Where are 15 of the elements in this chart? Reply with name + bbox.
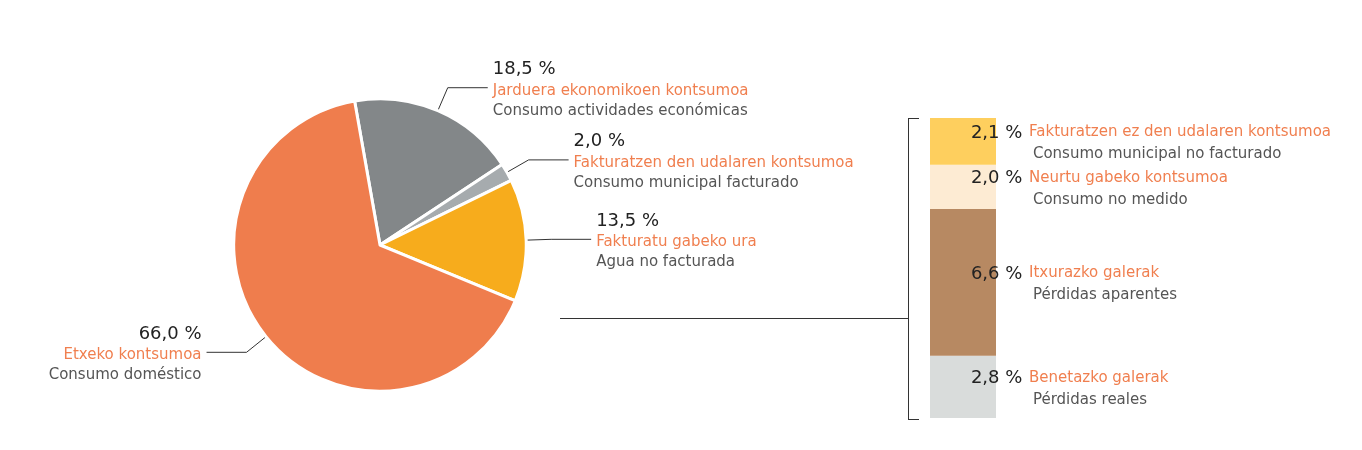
data-label: 66,0 %: [138, 321, 202, 343]
slice-label: Etxeko kontsumoa Consumo doméstico: [48, 345, 202, 384]
data-label: 13,5 %: [596, 208, 660, 230]
text: Fakturatzen ez den udalaren kontsumoa Consumo municipal no facturado: [1029, 122, 1332, 163]
slice-label: Jarduera ekonomikoen kontsumoa Consumo actividades económicas: [491, 80, 749, 119]
text: Itxurazko galerak Pérdidas aparentes: [1029, 263, 1178, 304]
slice-label: Fakturatu gabeko ura Agua no facturada: [596, 232, 757, 271]
slice-label: Fakturatzen den udalaren kontsumoa Consumo municipal facturado: [573, 152, 854, 191]
data-label: 2,0 %: [573, 129, 626, 151]
data-label: 2,8 %: [970, 366, 1023, 388]
bar: [930, 355, 996, 418]
text: Benetazko galerak Pérdidas reales: [1029, 367, 1169, 408]
data-label: 18,5 %: [492, 57, 556, 79]
data-label: 2,0 %: [970, 166, 1023, 188]
text: Neurtu gabeko kontsumoa Consumo no medido: [1029, 167, 1228, 208]
